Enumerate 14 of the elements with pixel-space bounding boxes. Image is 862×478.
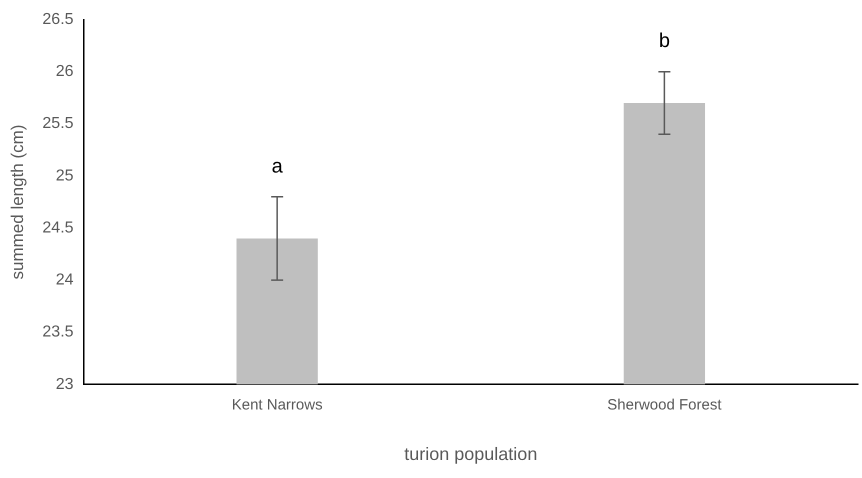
y-tick-label: 23.5 [42,324,74,341]
y-axis-title: summed length (cm) [8,124,27,280]
x-tick-label: Sherwood Forest [607,396,722,414]
y-tick-label: 23 [56,376,74,393]
annotation: b [658,30,670,52]
y-tick-label: 24.5 [42,219,74,236]
y-tick-label: 26.5 [42,11,74,28]
y-tick-label: 25.5 [42,115,74,132]
annotation: a [272,155,284,178]
x-axis-title: turion population [404,444,538,464]
y-tick-label: 26 [56,63,74,80]
y-tick-label: 25 [56,167,74,184]
y-tick-label: 24 [56,272,74,289]
x-tick-label: Kent Narrows [232,396,323,414]
